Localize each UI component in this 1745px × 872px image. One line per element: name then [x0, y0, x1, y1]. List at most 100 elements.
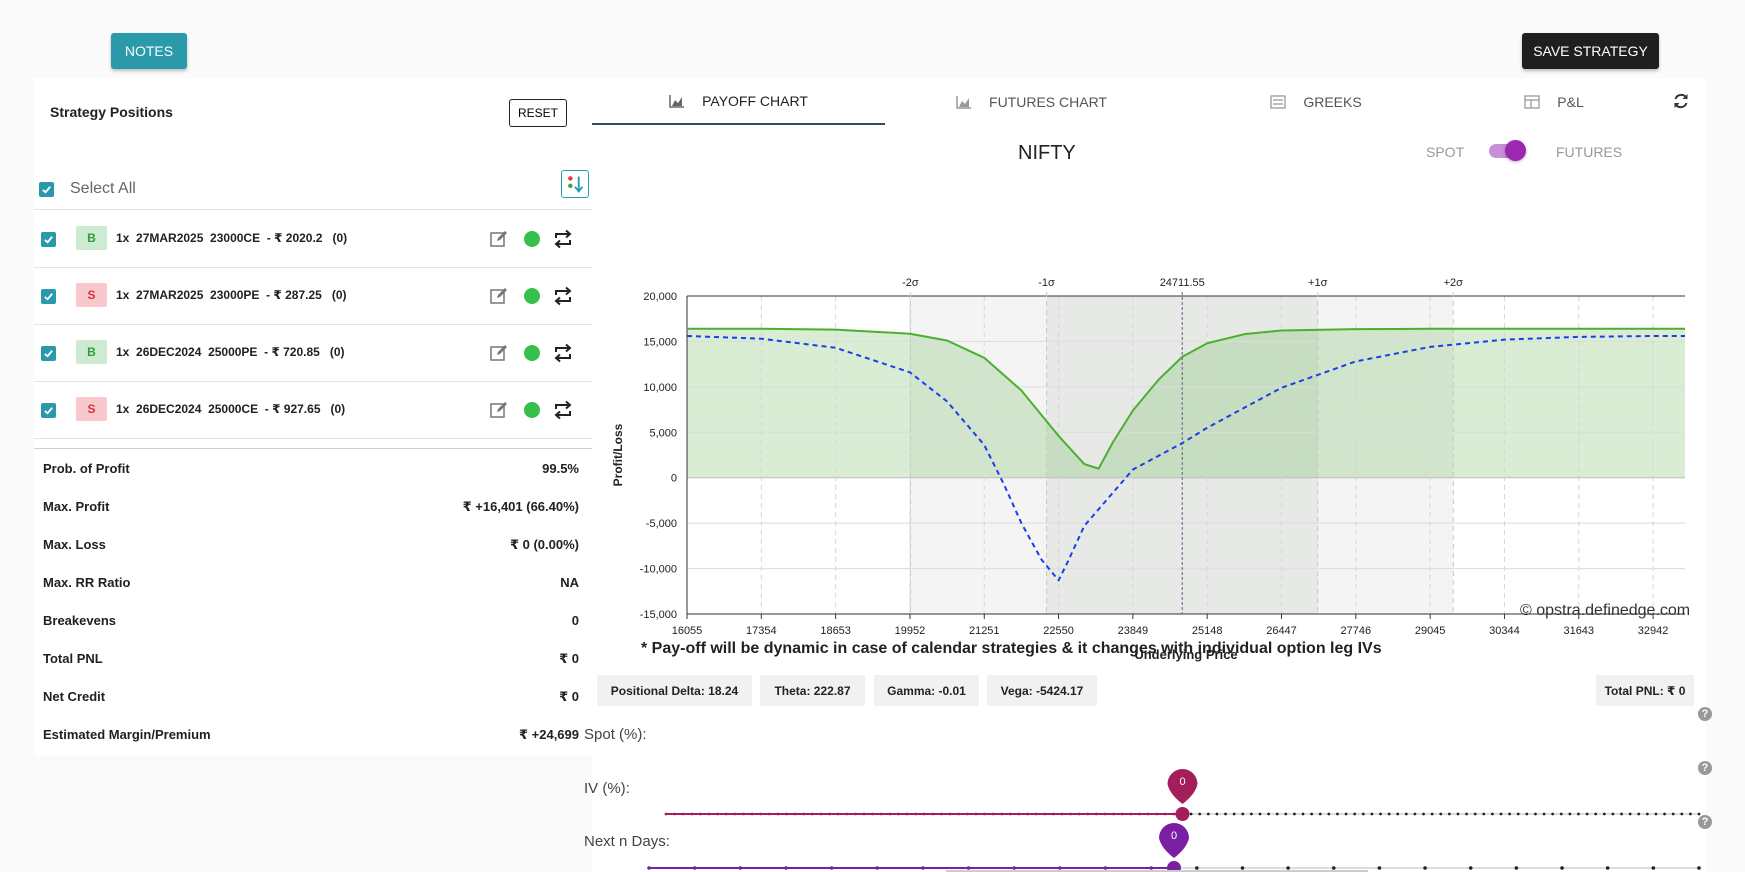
tab-futures-chart[interactable]: FUTURES CHART	[885, 78, 1178, 125]
swap-icon[interactable]	[552, 229, 574, 249]
scrollbar[interactable]	[946, 870, 1368, 872]
chart-panel: PAYOFF CHART FUTURES CHART GREEKS P&L NI…	[584, 78, 1712, 872]
edit-icon[interactable]	[489, 400, 509, 420]
slider-tick	[1377, 866, 1382, 870]
slider-tick	[1284, 812, 1288, 816]
buy-badge: B	[76, 340, 107, 364]
slider-tick	[1163, 812, 1167, 816]
y-axis-title: Profit/Loss	[611, 423, 625, 486]
slider-tick	[974, 812, 978, 816]
slider-tick	[829, 866, 834, 870]
stat-value: ₹ +24,699	[518, 727, 579, 742]
swap-icon[interactable]	[552, 343, 574, 363]
strategy-stats: Prob. of Profit 99.5% Max. Profit ₹ +16,…	[34, 448, 592, 753]
position-checkbox[interactable]	[41, 289, 56, 304]
profit-area	[687, 328, 1685, 478]
sigma-label: -2σ	[902, 277, 919, 289]
slider-tick	[1293, 812, 1296, 816]
stat-row: Breakevens 0	[34, 601, 592, 639]
status-dot-icon[interactable]	[524, 288, 540, 304]
slider-tick	[888, 812, 892, 816]
slider-tick	[819, 812, 823, 816]
spot-value-label: 0	[1179, 776, 1185, 788]
toggle-knob[interactable]	[1505, 140, 1526, 161]
slider-tick	[1103, 866, 1108, 870]
x-tick-label: 25148	[1192, 625, 1223, 637]
sort-button[interactable]	[561, 170, 589, 198]
slider-tick	[1286, 866, 1290, 870]
spot-slider-handle[interactable]	[1175, 807, 1190, 821]
slider-tick	[948, 812, 952, 816]
sigma-label: +2σ	[1444, 277, 1464, 289]
refresh-icon[interactable]	[1672, 92, 1690, 110]
area-chart-icon	[669, 94, 685, 108]
y-tick-label: 5,000	[649, 427, 677, 439]
stat-label: Estimated Margin/Premium	[43, 727, 211, 742]
slider-tick	[1336, 812, 1339, 816]
check-icon	[44, 407, 53, 415]
tab-pnl[interactable]: P&L	[1454, 78, 1654, 125]
help-icon[interactable]: ?	[1698, 761, 1712, 775]
x-tick-label: 18653	[820, 625, 851, 637]
iv-value-bubble	[1159, 823, 1189, 858]
status-dot-icon[interactable]	[524, 345, 540, 361]
slider-tick	[776, 812, 780, 816]
sliders: 000	[647, 769, 1701, 872]
position-checkbox[interactable]	[41, 403, 56, 418]
slider-tick	[1146, 812, 1150, 816]
swap-icon[interactable]	[552, 400, 574, 420]
stat-value: 99.5%	[542, 461, 579, 476]
slider-tick	[1195, 866, 1199, 870]
stat-value: ₹ 0	[559, 689, 579, 704]
slider-tick	[1241, 812, 1245, 816]
chart-tabs: PAYOFF CHART FUTURES CHART GREEKS P&L	[592, 78, 1706, 125]
sigma-label: -1σ	[1038, 277, 1055, 289]
slider-tick	[836, 812, 840, 816]
edit-icon[interactable]	[489, 229, 509, 249]
status-dot-icon[interactable]	[524, 231, 540, 247]
select-all-checkbox[interactable]	[39, 182, 54, 197]
slider-tick	[1008, 812, 1012, 816]
stat-value: NA	[560, 575, 579, 590]
slider-tick	[1499, 812, 1503, 816]
notes-button[interactable]: NOTES	[111, 33, 187, 69]
slider-tick	[1491, 812, 1494, 816]
position-checkbox[interactable]	[41, 346, 56, 361]
edit-icon[interactable]	[489, 286, 509, 306]
stat-label: Net Credit	[43, 689, 106, 704]
help-icon[interactable]: ?	[1698, 707, 1712, 721]
slider-tick	[1525, 812, 1529, 816]
position-row: S 1x 27MAR2025 23000PE - ₹ 287.25 (0)	[34, 268, 592, 325]
help-icon[interactable]: ?	[1698, 815, 1712, 829]
x-tick-label: 32942	[1638, 625, 1669, 637]
x-tick-label: 17354	[746, 625, 777, 637]
slider-tick	[940, 812, 943, 816]
slider-tick	[1077, 812, 1081, 816]
swap-icon[interactable]	[552, 286, 574, 306]
status-dot-icon[interactable]	[524, 402, 540, 418]
slider-tick	[1370, 812, 1374, 816]
slider-tick	[1353, 812, 1357, 816]
slider-tick	[1404, 812, 1408, 816]
slider-tick	[1275, 812, 1279, 816]
position-checkbox[interactable]	[41, 232, 56, 247]
edit-icon[interactable]	[489, 343, 509, 363]
vega-chip: Vega: -5424.17	[987, 675, 1097, 706]
slider-tick	[759, 812, 763, 816]
position-row: B 1x 26DEC2024 25000PE - ₹ 720.85 (0)	[34, 325, 592, 382]
tab-greeks[interactable]: GREEKS	[1178, 78, 1454, 125]
reset-button[interactable]: RESET	[509, 99, 567, 127]
iv-slider-handle[interactable]	[1167, 861, 1181, 872]
slider-tick	[742, 812, 745, 816]
x-tick-label: 26447	[1266, 625, 1297, 637]
tab-payoff-chart[interactable]: PAYOFF CHART	[592, 78, 885, 125]
slider-tick	[897, 812, 900, 816]
sell-badge: S	[76, 397, 107, 421]
slider-tick	[1697, 812, 1701, 816]
stat-row: Estimated Margin/Premium ₹ +24,699	[34, 715, 592, 753]
theta-chip: Theta: 222.87	[760, 675, 865, 706]
slider-tick	[664, 812, 668, 816]
save-strategy-button[interactable]: SAVE STRATEGY	[1522, 33, 1659, 69]
slider-tick	[905, 812, 909, 816]
slider-tick	[738, 866, 743, 870]
